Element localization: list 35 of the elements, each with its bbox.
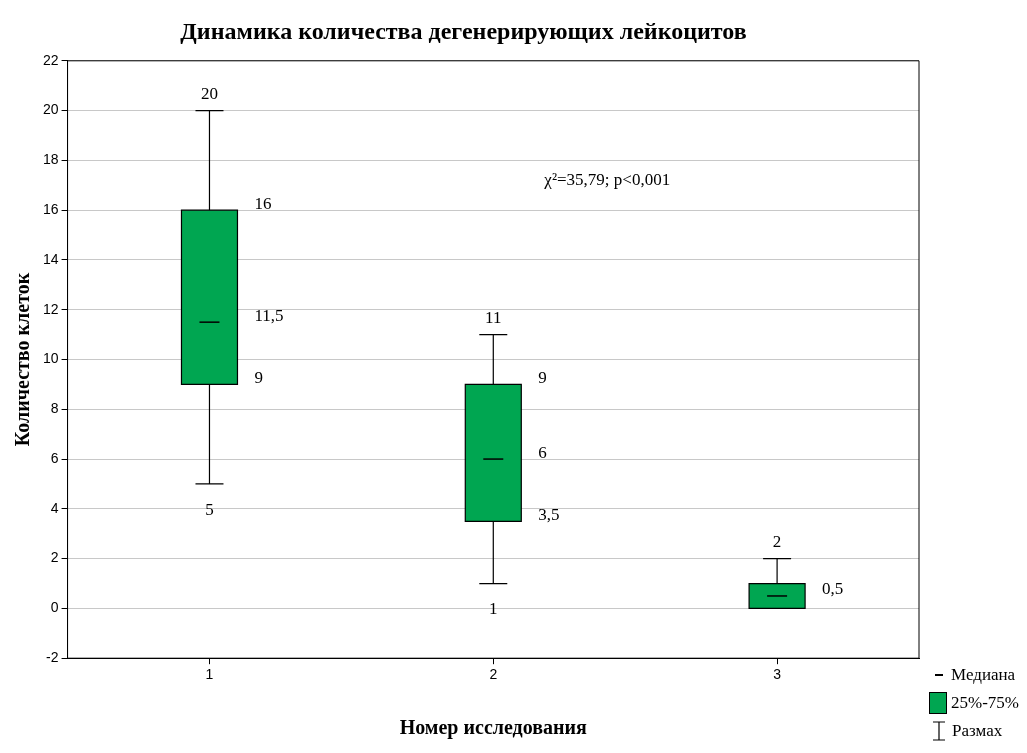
annotation: 16 <box>254 193 272 213</box>
annotation: 2 <box>772 531 782 551</box>
y-tick-label: 18 <box>42 151 59 168</box>
annotation: 11,5 <box>254 305 284 325</box>
annotation: 1 <box>489 599 498 619</box>
annotation: 5 <box>205 499 214 519</box>
y-tick-label: 0 <box>50 599 59 616</box>
y-tick-label: 8 <box>50 400 59 417</box>
y-tick-label: 6 <box>50 449 59 466</box>
y-axis-title: Количество клеток <box>11 272 34 447</box>
annotation: 9 <box>538 367 547 387</box>
x-tick-label: 2 <box>489 666 498 683</box>
chart-title: Динамика количества дегенерирующих лейкоцитов <box>180 17 747 44</box>
y-tick-label: -2 <box>46 649 59 666</box>
y-tick-label: 10 <box>42 350 59 367</box>
annotation: χ²=35,79; p<0,001 <box>543 169 671 189</box>
y-tick-label: 12 <box>42 300 59 317</box>
annotation: 0,5 <box>822 579 844 599</box>
annotation: 11 <box>485 307 502 327</box>
annotation: 20 <box>200 83 218 103</box>
text: Медиана <box>951 664 1016 686</box>
y-tick-label: 4 <box>50 499 59 516</box>
x-axis-title: Номер исследования <box>399 716 588 740</box>
text: Размах <box>952 720 1003 742</box>
annotation: 9 <box>254 367 263 387</box>
legend-label: 25%-75% <box>951 692 1019 714</box>
y-tick-label: 14 <box>42 250 59 267</box>
y-tick-label: 22 <box>42 51 59 68</box>
y-tick-label: 2 <box>50 549 59 566</box>
annotation: 6 <box>538 442 547 462</box>
y-tick-label: 20 <box>42 101 59 118</box>
annotation: 3,5 <box>538 504 560 524</box>
x-tick-label: 1 <box>205 666 214 683</box>
x-tick-label: 3 <box>773 666 782 683</box>
y-tick-label: 16 <box>42 201 59 218</box>
